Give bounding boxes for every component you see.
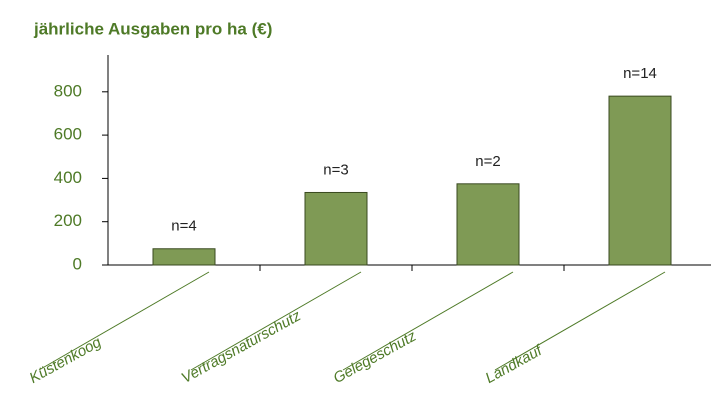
x-tick-label: Landkauf [483,341,547,387]
data-annotation: n=14 [623,65,657,82]
x-tick-label: Küstenkoog [27,333,105,387]
label-leader [342,271,514,371]
data-annotation: n=2 [475,153,500,170]
y-tick-label: 600 [54,125,82,144]
y-tick-label: 0 [73,254,82,273]
bar [304,191,368,266]
y-tick-label: 800 [54,81,82,100]
x-tick-label: Gelegeschutz [331,327,420,387]
y-tick-label: 400 [54,168,82,187]
bar [152,248,216,266]
label-leader [190,271,362,371]
bar [456,183,520,266]
bar [608,95,672,266]
chart-title: jährliche Ausgaben pro ha (€) [33,19,272,38]
x-tick-label: Vertragsnaturschutz [179,307,305,387]
data-annotation: n=3 [323,161,348,178]
data-annotation: n=4 [171,218,196,235]
y-tick-label: 200 [54,211,82,230]
label-leader [38,271,210,371]
label-leader [494,271,666,371]
